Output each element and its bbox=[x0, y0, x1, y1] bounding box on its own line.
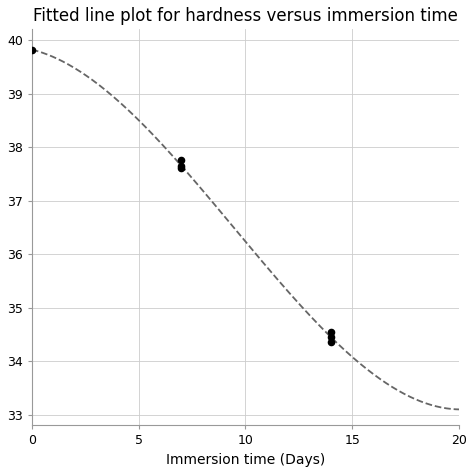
X-axis label: Immersion time (Days): Immersion time (Days) bbox=[166, 453, 325, 467]
Point bbox=[327, 333, 335, 341]
Point bbox=[327, 328, 335, 336]
Point bbox=[28, 46, 36, 54]
Point bbox=[178, 164, 185, 172]
Title: Fitted line plot for hardness versus immersion time: Fitted line plot for hardness versus imm… bbox=[33, 7, 458, 25]
Point bbox=[178, 157, 185, 164]
Point bbox=[327, 339, 335, 346]
Point bbox=[178, 162, 185, 170]
